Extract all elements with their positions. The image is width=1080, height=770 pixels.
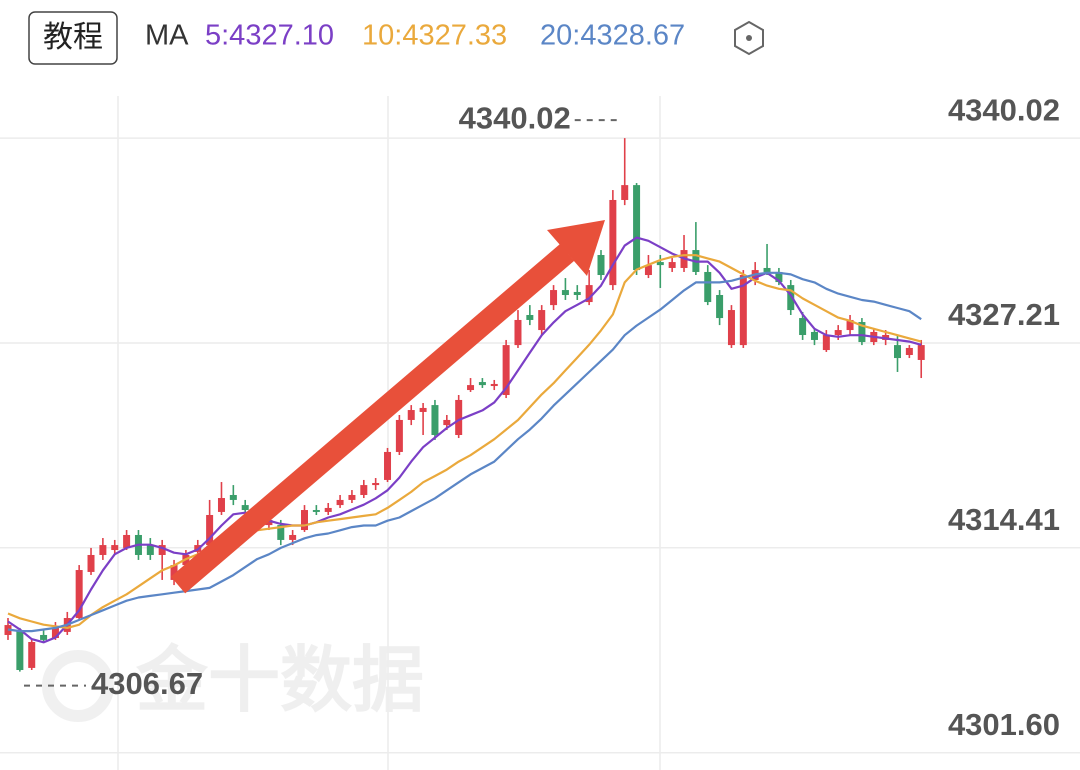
candle-body <box>656 262 664 266</box>
candle-body <box>51 627 59 639</box>
candle-body <box>644 265 652 276</box>
candle-body <box>917 345 925 360</box>
ma-lines-layer <box>7 236 922 644</box>
ma-line <box>7 236 922 644</box>
candle-body <box>846 319 854 331</box>
candle-body <box>123 534 131 548</box>
candle-body <box>609 199 617 286</box>
candle-body <box>822 335 830 351</box>
ma-legend: 10:4327.33 <box>362 20 507 52</box>
candle-body <box>585 285 593 303</box>
candle-body <box>905 347 913 356</box>
candle-body <box>146 545 154 555</box>
header: 教程 MA 5:4327.10 10:4327.33 20:4328.67 <box>28 11 764 65</box>
candle-body <box>478 382 486 386</box>
candle-body <box>799 318 807 336</box>
settings-dot[interactable] <box>746 35 752 41</box>
candle-body <box>384 451 392 480</box>
tutorial-button[interactable] <box>28 11 118 65</box>
candle-body <box>312 510 320 512</box>
background-layer: 金十数据 <box>42 96 661 770</box>
ma-line <box>7 254 922 629</box>
candle-body <box>490 383 498 387</box>
ma-line <box>7 271 922 633</box>
candle-body <box>858 322 866 343</box>
candle-body <box>111 545 119 551</box>
watermark-text: 金十数据 <box>135 641 424 721</box>
candle-body <box>739 275 747 346</box>
candle-body <box>407 410 415 420</box>
candle-body <box>431 405 439 435</box>
max-label: 4340.02 <box>459 100 571 135</box>
candle-body <box>514 319 522 346</box>
candle-body <box>217 498 225 512</box>
min-label: 4306.67 <box>91 666 203 701</box>
candle-body <box>336 499 344 506</box>
candle-body <box>395 419 403 452</box>
candle-body <box>40 634 48 640</box>
candle-body <box>324 507 332 512</box>
candle-body <box>633 185 641 271</box>
candles-layer <box>4 138 925 672</box>
candle-body <box>727 310 735 346</box>
candle-body <box>455 399 463 435</box>
candle-body <box>834 330 842 336</box>
grid-layer: 4301.60 4314.41 4327.21 4340.02 <box>0 92 1080 754</box>
candle-body <box>241 505 249 511</box>
candle-body <box>573 291 581 296</box>
candle-body <box>810 331 818 340</box>
candle-body <box>206 514 214 546</box>
candle-body <box>538 310 546 331</box>
y-tick-label: 4314.41 <box>948 502 1060 537</box>
trend-arrow <box>170 220 605 594</box>
candle-body <box>561 290 569 296</box>
ma-legend: 5:4327.10 <box>205 20 334 52</box>
candle-body <box>467 385 475 391</box>
annotations-layer: 4340.02 4306.67 <box>24 100 621 701</box>
arrow-shaft <box>170 244 575 594</box>
ma-legend: 20:4328.67 <box>540 20 685 52</box>
candle-body <box>763 267 771 272</box>
candle-body <box>360 485 368 495</box>
candle-body <box>668 262 676 268</box>
candle-body <box>716 295 724 319</box>
candle-body <box>348 494 356 500</box>
candle-body <box>419 407 427 412</box>
arrow-head <box>547 220 605 276</box>
candle-body <box>170 565 178 580</box>
candle-body <box>443 419 451 426</box>
y-tick-label: 4327.21 <box>948 297 1060 332</box>
candle-body <box>265 519 273 526</box>
settings-hexagon[interactable] <box>734 20 764 56</box>
candle-body <box>158 545 166 555</box>
candle-body <box>597 255 605 276</box>
candle-body <box>99 545 107 555</box>
candle-body <box>87 554 95 572</box>
candle-body <box>229 494 237 500</box>
candle-body <box>550 290 558 306</box>
tutorial-button-label[interactable]: 教程 <box>43 21 103 54</box>
candle-body <box>289 534 297 540</box>
candle-body <box>775 271 783 283</box>
watermark: 金十数据 <box>42 641 424 722</box>
candle-body <box>277 525 285 540</box>
candle-body <box>526 315 534 320</box>
candle-body <box>372 482 380 486</box>
candle-body <box>787 285 795 311</box>
candle-body <box>16 630 24 671</box>
settings-icon[interactable] <box>734 20 764 56</box>
y-tick-label: 4340.02 <box>948 92 1060 127</box>
candle-body <box>704 271 712 303</box>
y-tick-label: 4301.60 <box>948 707 1060 742</box>
candle-body <box>894 345 901 359</box>
candle-body <box>621 185 629 200</box>
candle-body <box>75 570 83 619</box>
candle-body <box>28 642 36 668</box>
candle-body <box>301 510 308 531</box>
candle-body <box>502 345 510 395</box>
ma-label: MA <box>145 20 189 52</box>
